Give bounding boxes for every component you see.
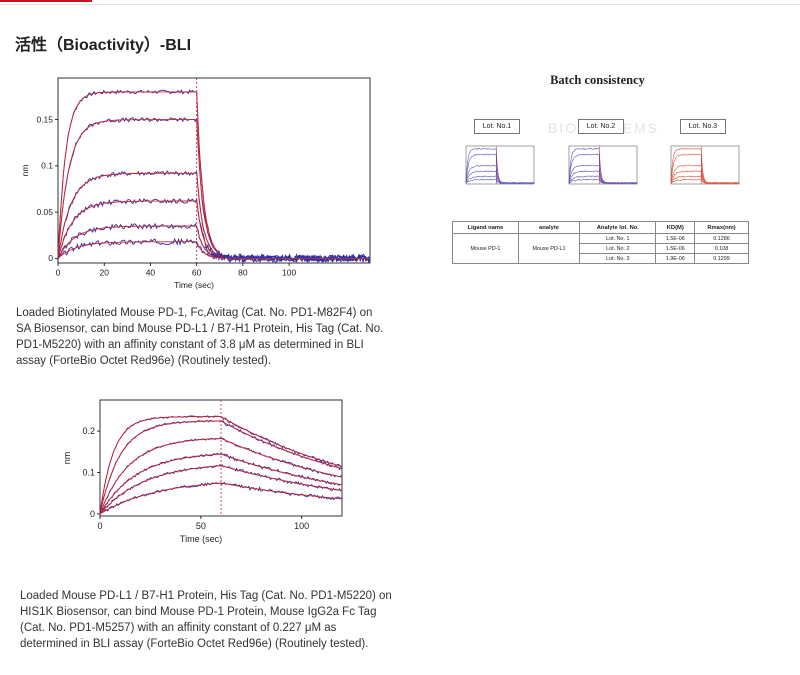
analyte-cell: Mouse PD-L1 [517, 233, 581, 264]
lot-label-1: Lot. No.1 [474, 119, 520, 134]
rmax-cell: 0.1299 [694, 253, 749, 264]
series-fit-line [99, 437, 343, 515]
mini-series-line [670, 178, 740, 184]
bli-chart-1: 0 20 40 60 80 100 0 0.05 0.1 0.15 Time (sec) nm [20, 77, 371, 290]
x-axis-label: Time (sec) [174, 280, 214, 290]
series-data-line [99, 452, 343, 515]
mini-frame [568, 145, 638, 185]
table-row: Mouse PD-1 Mouse PD-L1 Lot. No. 1 1.5E-0… [452, 233, 749, 264]
lot-2-sensorgram [568, 145, 638, 185]
top-divider [0, 4, 800, 5]
y-tick-label: 0.15 [36, 114, 53, 124]
series-data-line [57, 117, 371, 264]
caption-2: Loaded Mouse PD-L1 / B7-H1 Protein, His … [20, 590, 392, 650]
y-tick-label: 0 [48, 253, 53, 263]
y-axis-label: nm [62, 452, 72, 465]
kd-cell: 1.5E-06 [655, 243, 696, 254]
table-row: Lot. No. 3 1.9E-06 0.1299 [453, 253, 749, 264]
header-lot: Analyte lot. No. [579, 221, 657, 234]
mini-series-line [568, 178, 638, 185]
lot-cell: Lot. No. 1 [579, 233, 657, 244]
lot-3-sensorgram [670, 145, 740, 185]
bli-chart-2: 0 50 100 0 0.1 0.2 Time (sec) nm [62, 399, 343, 544]
rmax-cell: 0.1286 [694, 233, 749, 244]
x-tick-label: 60 [192, 268, 202, 278]
series-fit-line [99, 420, 343, 514]
batch-table: Ligand name analyte Analyte lot. No. KD(… [452, 221, 749, 264]
plot-frame [57, 77, 371, 264]
lot-cell: Lot. No. 3 [579, 253, 657, 264]
series-fit-line [99, 453, 343, 515]
mini-series-line [465, 153, 535, 184]
y-tick-label: 0.1 [82, 468, 95, 478]
mini-series-line [568, 164, 638, 185]
mini-series-line [568, 153, 638, 184]
table-header-row: Ligand name analyte Analyte lot. No. KD(… [452, 221, 749, 234]
x-tick-label: 80 [238, 268, 248, 278]
mini-series-line [465, 178, 535, 184]
x-tick-label: 20 [99, 268, 109, 278]
series-fit-line [99, 482, 343, 515]
top-bar [0, 0, 800, 5]
header-rmax: Rmax(nm) [694, 221, 749, 234]
lot-label-3: Lot. No.3 [680, 119, 726, 134]
caption-1: Loaded Biotinylated Mouse PD-1, Fc,Avita… [16, 307, 384, 367]
mini-frame [465, 145, 535, 185]
x-tick-label: 100 [282, 268, 296, 278]
rmax-cell: 0.108 [694, 243, 749, 254]
y-tick-label: 0.1 [41, 161, 53, 171]
lot-1-sensorgram [465, 145, 535, 185]
kd-cell: 1.5E-06 [655, 233, 696, 244]
series-fit-line [99, 465, 343, 515]
batch-title: Batch consistency [550, 73, 645, 87]
x-tick-label: 0 [97, 521, 102, 531]
mini-series-line [568, 170, 638, 185]
lot-label-2: Lot. No.2 [578, 119, 624, 134]
lot-cell: Lot. No. 2 [579, 243, 657, 254]
kd-cell: 1.9E-06 [655, 253, 696, 264]
x-tick-label: 100 [294, 521, 309, 531]
series-fit-line [57, 119, 370, 259]
y-axis-label: nm [20, 165, 30, 177]
x-tick-label: 0 [56, 268, 61, 278]
series-data-line [57, 237, 371, 264]
ligand-cell: Mouse PD-1 [452, 233, 519, 264]
series-fit-line [57, 241, 370, 259]
mini-frame [670, 145, 740, 185]
active-tab-indicator [0, 0, 92, 2]
y-tick-label: 0.2 [82, 426, 95, 436]
series-fit-line [99, 416, 343, 514]
x-axis-label: Time (sec) [180, 534, 222, 544]
x-tick-label: 50 [196, 521, 206, 531]
series-fit-line [57, 200, 370, 259]
header-analyte: analyte [517, 221, 581, 234]
y-tick-label: 0.05 [36, 207, 53, 217]
y-tick-label: 0 [90, 509, 95, 519]
mini-series-line [670, 153, 740, 184]
header-kd: KD(M) [655, 221, 696, 234]
section-heading: 活性（Bioactivity）-BLI [15, 37, 192, 54]
x-tick-label: 40 [146, 268, 156, 278]
header-ligand: Ligand name [452, 221, 519, 234]
